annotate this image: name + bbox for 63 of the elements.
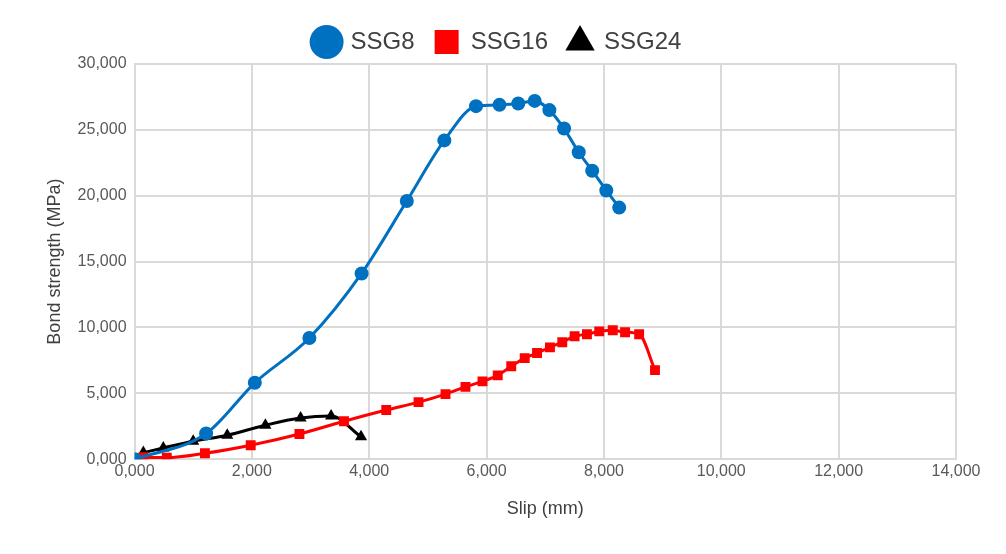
y-tick-label: 15,000 [77, 252, 127, 270]
point [294, 429, 305, 439]
y-tick-label: 0,000 [86, 449, 127, 467]
point [599, 183, 614, 198]
y-tick-label: 25,000 [77, 120, 127, 138]
point [413, 397, 424, 408]
y-tick-label: 5,000 [86, 383, 127, 401]
point [437, 133, 452, 148]
point [354, 266, 369, 281]
x-tick-label: 12,000 [814, 462, 864, 480]
point [339, 416, 349, 427]
point [519, 353, 530, 364]
point [469, 99, 484, 114]
point [594, 326, 605, 337]
point [325, 409, 338, 420]
legend-label: SSG16 [470, 26, 549, 54]
y-tick-label: 30,000 [77, 54, 127, 72]
legend-label: SSG8 [350, 26, 415, 54]
x-tick-label: 8,000 [583, 462, 625, 480]
point [542, 103, 557, 118]
point [511, 96, 526, 111]
x-axis-title: Slip (mm) [506, 498, 584, 519]
point [200, 448, 210, 459]
point [161, 452, 172, 460]
point [557, 337, 568, 348]
point [581, 329, 592, 340]
point [440, 389, 451, 400]
point [612, 200, 627, 215]
point [569, 331, 580, 342]
point [607, 325, 618, 336]
x-tick-label: 2,000 [231, 462, 273, 480]
point [506, 361, 517, 372]
point [545, 342, 555, 353]
x-tick-label: 6,000 [466, 462, 507, 480]
point [247, 375, 262, 390]
point [585, 163, 600, 178]
point [571, 145, 586, 160]
point [527, 93, 542, 108]
point [557, 121, 572, 136]
legend-label: SSG24 [604, 26, 682, 54]
point [620, 327, 631, 338]
point [354, 429, 368, 441]
point [245, 440, 256, 451]
point [199, 426, 214, 441]
point [381, 405, 392, 416]
y-tick-label: 20,000 [77, 186, 127, 204]
point [302, 331, 317, 346]
x-tick-label: 4,000 [349, 462, 390, 480]
x-tick-label: 10,000 [696, 462, 746, 480]
point [399, 194, 414, 208]
point [650, 365, 660, 376]
y-axis-title: Bond strength (MPa) [43, 178, 64, 345]
point [492, 97, 507, 112]
point [460, 381, 471, 392]
point [294, 411, 307, 422]
point [477, 376, 488, 387]
point [492, 370, 503, 381]
y-tick-label: 10,000 [77, 317, 127, 335]
x-tick-label: 14,000 [931, 462, 981, 480]
point [532, 348, 542, 358]
point [259, 418, 272, 429]
point [634, 329, 645, 340]
point [221, 428, 234, 439]
